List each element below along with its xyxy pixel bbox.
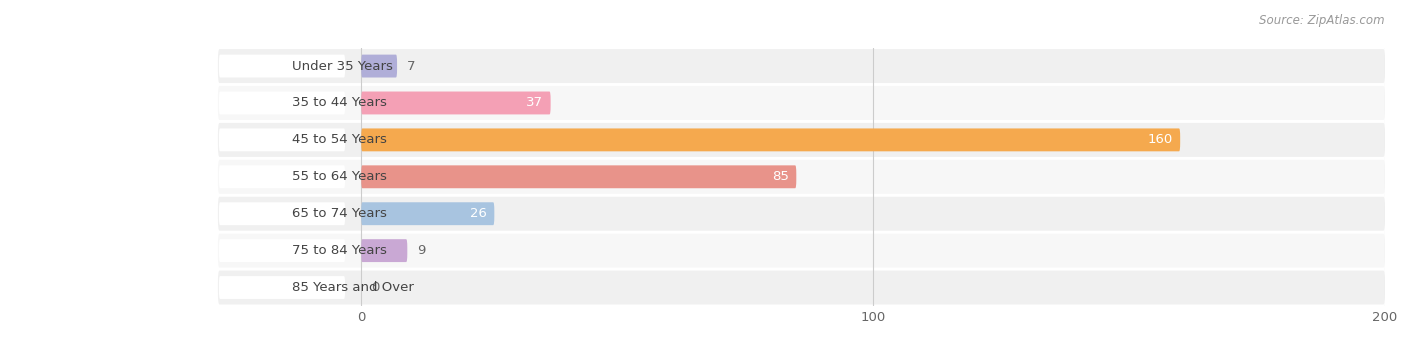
- FancyBboxPatch shape: [361, 129, 1180, 151]
- FancyBboxPatch shape: [361, 91, 551, 115]
- Text: 65 to 74 Years: 65 to 74 Years: [292, 207, 387, 220]
- FancyBboxPatch shape: [218, 49, 1385, 83]
- Text: 45 to 54 Years: 45 to 54 Years: [292, 133, 387, 147]
- FancyBboxPatch shape: [218, 123, 1385, 157]
- FancyBboxPatch shape: [219, 239, 344, 262]
- Text: Source: ZipAtlas.com: Source: ZipAtlas.com: [1260, 14, 1385, 27]
- FancyBboxPatch shape: [218, 86, 1385, 120]
- FancyBboxPatch shape: [219, 165, 344, 188]
- FancyBboxPatch shape: [219, 91, 344, 115]
- Text: 55 to 64 Years: 55 to 64 Years: [292, 170, 387, 183]
- FancyBboxPatch shape: [218, 197, 1385, 231]
- Text: 85: 85: [772, 170, 789, 183]
- Text: 85 Years and Over: 85 Years and Over: [292, 281, 415, 294]
- Text: 7: 7: [408, 59, 416, 72]
- FancyBboxPatch shape: [361, 165, 796, 188]
- FancyBboxPatch shape: [361, 55, 396, 78]
- Text: 0: 0: [371, 281, 380, 294]
- FancyBboxPatch shape: [218, 234, 1385, 268]
- FancyBboxPatch shape: [218, 271, 1385, 305]
- Text: OCCUPANCY BY AGE OF HOUSEHOLDER IN ZIP CODE 13780: OCCUPANCY BY AGE OF HOUSEHOLDER IN ZIP C…: [176, 0, 724, 4]
- FancyBboxPatch shape: [219, 276, 344, 299]
- FancyBboxPatch shape: [219, 55, 344, 78]
- Text: 26: 26: [470, 207, 486, 220]
- Text: 9: 9: [418, 244, 426, 257]
- Text: 35 to 44 Years: 35 to 44 Years: [292, 97, 387, 109]
- FancyBboxPatch shape: [218, 160, 1385, 194]
- Text: 160: 160: [1147, 133, 1173, 147]
- FancyBboxPatch shape: [219, 202, 344, 225]
- FancyBboxPatch shape: [219, 129, 344, 151]
- FancyBboxPatch shape: [361, 239, 408, 262]
- FancyBboxPatch shape: [361, 202, 495, 225]
- Text: 75 to 84 Years: 75 to 84 Years: [292, 244, 387, 257]
- Text: 37: 37: [526, 97, 543, 109]
- Text: Under 35 Years: Under 35 Years: [292, 59, 394, 72]
